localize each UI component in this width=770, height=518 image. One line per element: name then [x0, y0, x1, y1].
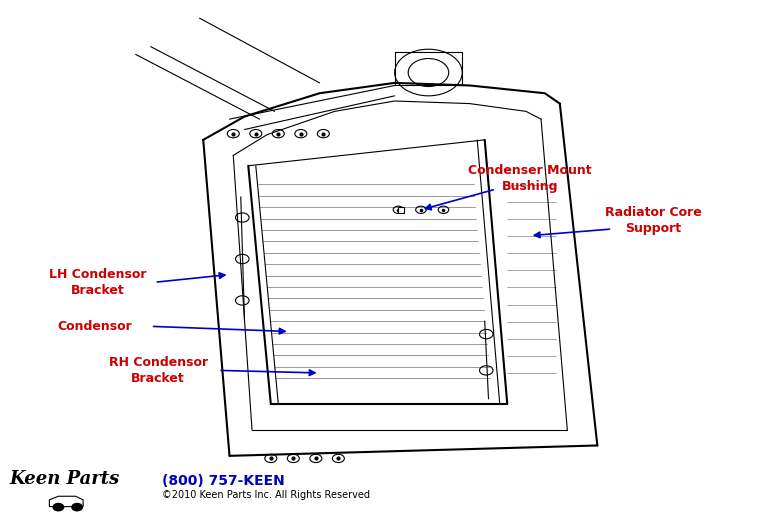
- Circle shape: [53, 503, 64, 511]
- Text: Condensor: Condensor: [57, 320, 132, 333]
- Text: Keen Parts: Keen Parts: [9, 470, 119, 488]
- Text: Condenser Mount
Bushing: Condenser Mount Bushing: [468, 164, 591, 193]
- Text: RH Condensor
Bracket: RH Condensor Bracket: [109, 356, 208, 385]
- Text: LH Condensor
Bracket: LH Condensor Bracket: [49, 268, 147, 297]
- Text: ©2010 Keen Parts Inc. All Rights Reserved: ©2010 Keen Parts Inc. All Rights Reserve…: [162, 490, 370, 500]
- Circle shape: [72, 503, 82, 511]
- Text: (800) 757-KEEN: (800) 757-KEEN: [162, 473, 285, 488]
- Text: Radiator Core
Support: Radiator Core Support: [605, 206, 702, 235]
